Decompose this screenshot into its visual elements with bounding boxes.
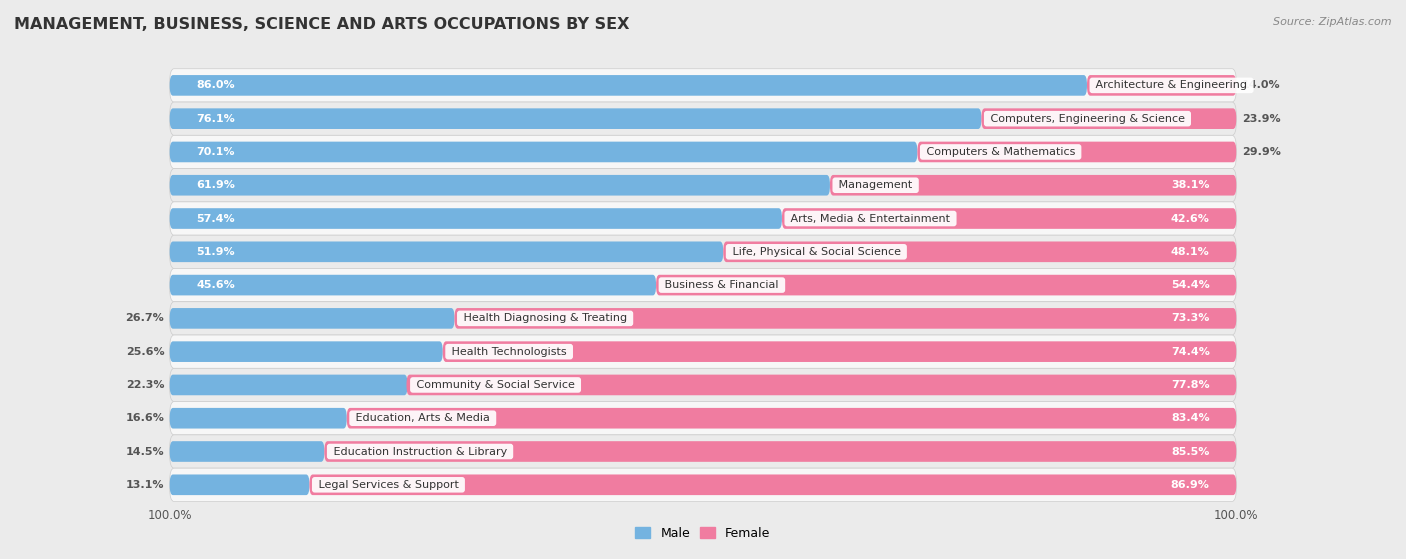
Text: Legal Services & Support: Legal Services & Support	[315, 480, 463, 490]
Text: 51.9%: 51.9%	[197, 247, 235, 257]
FancyBboxPatch shape	[170, 208, 782, 229]
Text: 23.9%: 23.9%	[1241, 113, 1281, 124]
Legend: Male, Female: Male, Female	[630, 522, 776, 545]
FancyBboxPatch shape	[782, 208, 1236, 229]
FancyBboxPatch shape	[170, 302, 1236, 335]
FancyBboxPatch shape	[325, 441, 1236, 462]
FancyBboxPatch shape	[170, 141, 917, 162]
FancyBboxPatch shape	[170, 342, 443, 362]
FancyBboxPatch shape	[443, 342, 1236, 362]
Text: 54.4%: 54.4%	[1171, 280, 1209, 290]
Text: Health Technologists: Health Technologists	[449, 347, 571, 357]
FancyBboxPatch shape	[170, 408, 347, 429]
Text: Life, Physical & Social Science: Life, Physical & Social Science	[728, 247, 904, 257]
FancyBboxPatch shape	[170, 102, 1236, 135]
Text: 83.4%: 83.4%	[1171, 413, 1209, 423]
FancyBboxPatch shape	[170, 308, 454, 329]
Text: Computers & Mathematics: Computers & Mathematics	[922, 147, 1078, 157]
Text: 16.6%: 16.6%	[125, 413, 165, 423]
Text: Source: ZipAtlas.com: Source: ZipAtlas.com	[1274, 17, 1392, 27]
Text: 38.1%: 38.1%	[1171, 180, 1209, 190]
FancyBboxPatch shape	[309, 475, 1236, 495]
Text: 26.7%: 26.7%	[125, 314, 165, 323]
Text: 22.3%: 22.3%	[127, 380, 165, 390]
FancyBboxPatch shape	[917, 141, 1236, 162]
Text: 70.1%: 70.1%	[197, 147, 235, 157]
FancyBboxPatch shape	[981, 108, 1236, 129]
Text: Education, Arts & Media: Education, Arts & Media	[352, 413, 494, 423]
Text: 13.1%: 13.1%	[127, 480, 165, 490]
FancyBboxPatch shape	[170, 375, 408, 395]
Text: Education Instruction & Library: Education Instruction & Library	[329, 447, 510, 457]
Text: 45.6%: 45.6%	[197, 280, 235, 290]
FancyBboxPatch shape	[454, 308, 1236, 329]
FancyBboxPatch shape	[170, 335, 1236, 368]
Text: Community & Social Service: Community & Social Service	[413, 380, 578, 390]
FancyBboxPatch shape	[170, 368, 1236, 401]
Text: Business & Financial: Business & Financial	[661, 280, 782, 290]
FancyBboxPatch shape	[723, 241, 1236, 262]
Text: 14.0%: 14.0%	[1241, 80, 1281, 91]
Text: Architecture & Engineering: Architecture & Engineering	[1092, 80, 1251, 91]
FancyBboxPatch shape	[170, 268, 1236, 302]
Text: 57.4%: 57.4%	[197, 214, 235, 224]
FancyBboxPatch shape	[170, 241, 723, 262]
Text: 86.9%: 86.9%	[1171, 480, 1209, 490]
FancyBboxPatch shape	[170, 235, 1236, 268]
Text: 73.3%: 73.3%	[1171, 314, 1209, 323]
Text: 86.0%: 86.0%	[197, 80, 235, 91]
Text: 77.8%: 77.8%	[1171, 380, 1209, 390]
FancyBboxPatch shape	[170, 169, 1236, 202]
Text: Management: Management	[835, 180, 917, 190]
Text: 29.9%: 29.9%	[1241, 147, 1281, 157]
Text: MANAGEMENT, BUSINESS, SCIENCE AND ARTS OCCUPATIONS BY SEX: MANAGEMENT, BUSINESS, SCIENCE AND ARTS O…	[14, 17, 630, 32]
Text: Health Diagnosing & Treating: Health Diagnosing & Treating	[460, 314, 630, 323]
FancyBboxPatch shape	[1087, 75, 1236, 96]
FancyBboxPatch shape	[170, 275, 657, 295]
FancyBboxPatch shape	[170, 108, 981, 129]
FancyBboxPatch shape	[170, 468, 1236, 501]
FancyBboxPatch shape	[830, 175, 1236, 196]
FancyBboxPatch shape	[657, 275, 1236, 295]
FancyBboxPatch shape	[170, 475, 309, 495]
FancyBboxPatch shape	[347, 408, 1236, 429]
FancyBboxPatch shape	[170, 401, 1236, 435]
Text: 48.1%: 48.1%	[1171, 247, 1209, 257]
FancyBboxPatch shape	[406, 375, 1236, 395]
Text: 85.5%: 85.5%	[1171, 447, 1209, 457]
Text: 14.5%: 14.5%	[125, 447, 165, 457]
Text: 76.1%: 76.1%	[197, 113, 235, 124]
FancyBboxPatch shape	[170, 202, 1236, 235]
FancyBboxPatch shape	[170, 135, 1236, 169]
Text: 61.9%: 61.9%	[197, 180, 235, 190]
FancyBboxPatch shape	[170, 75, 1087, 96]
FancyBboxPatch shape	[170, 175, 830, 196]
FancyBboxPatch shape	[170, 435, 1236, 468]
Text: 25.6%: 25.6%	[125, 347, 165, 357]
Text: Computers, Engineering & Science: Computers, Engineering & Science	[987, 113, 1188, 124]
FancyBboxPatch shape	[170, 441, 325, 462]
Text: 42.6%: 42.6%	[1171, 214, 1209, 224]
Text: Arts, Media & Entertainment: Arts, Media & Entertainment	[787, 214, 953, 224]
Text: 74.4%: 74.4%	[1171, 347, 1209, 357]
FancyBboxPatch shape	[170, 69, 1236, 102]
